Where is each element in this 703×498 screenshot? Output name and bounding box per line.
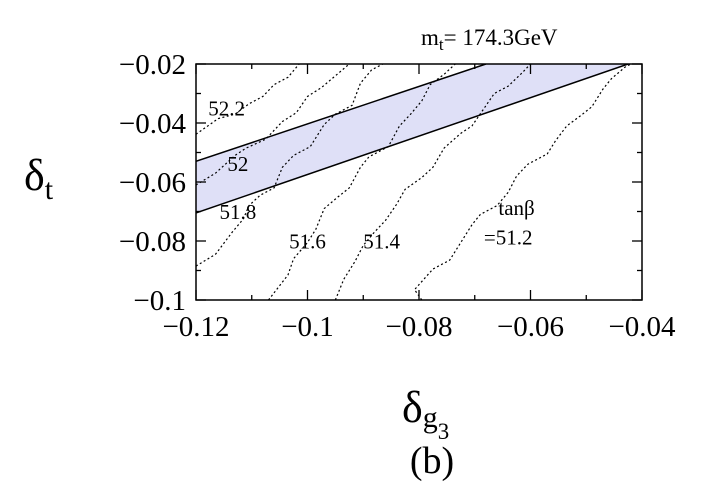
x-tick-label: −0.06 [497, 311, 564, 343]
contour-line [334, 64, 531, 300]
x-axis-subsubscript: 3 [438, 419, 450, 444]
mass-annotation: mt= 174.3GeV [421, 25, 558, 54]
x-tick-label: −0.08 [385, 311, 452, 343]
y-tick-label: −0.02 [119, 49, 186, 81]
contour-label: 51.6 [289, 229, 326, 253]
contour-label: 52 [227, 152, 248, 176]
x-tick-label: −0.1 [281, 311, 334, 343]
x-tick-label: −0.12 [162, 311, 229, 343]
contour-line [268, 64, 456, 300]
x-axis-label: δg3 [402, 383, 449, 444]
contour-label: tanβ [498, 196, 534, 220]
mass-value: = 174.3GeV [444, 25, 558, 50]
y-tick-label: −0.08 [119, 226, 186, 258]
y-axis-label: δt [24, 151, 54, 206]
contour-label: =51.2 [484, 226, 533, 250]
contour-label: 52.2 [208, 97, 245, 121]
y-axis-subscript: t [45, 173, 54, 206]
panel-label: (b) [410, 440, 454, 482]
contour-label: 51.8 [219, 200, 256, 224]
y-tick-label: −0.04 [119, 108, 187, 140]
mass-subscript: t [439, 35, 444, 54]
mass-symbol: m [421, 25, 439, 50]
x-tick-label: −0.04 [608, 311, 676, 343]
y-axis-symbol: δ [24, 151, 45, 200]
contour-line [413, 64, 632, 300]
contour-label: 51.4 [363, 229, 400, 253]
band-upper-boundary [196, 64, 487, 163]
x-axis-subscript: g [423, 401, 438, 434]
x-axis-symbol: δ [402, 383, 423, 432]
contour-line [196, 64, 350, 186]
y-tick-label: −0.06 [119, 167, 186, 199]
contour-line [196, 64, 384, 267]
band-lower-boundary [196, 64, 629, 214]
y-tick-label: −0.1 [133, 285, 186, 317]
